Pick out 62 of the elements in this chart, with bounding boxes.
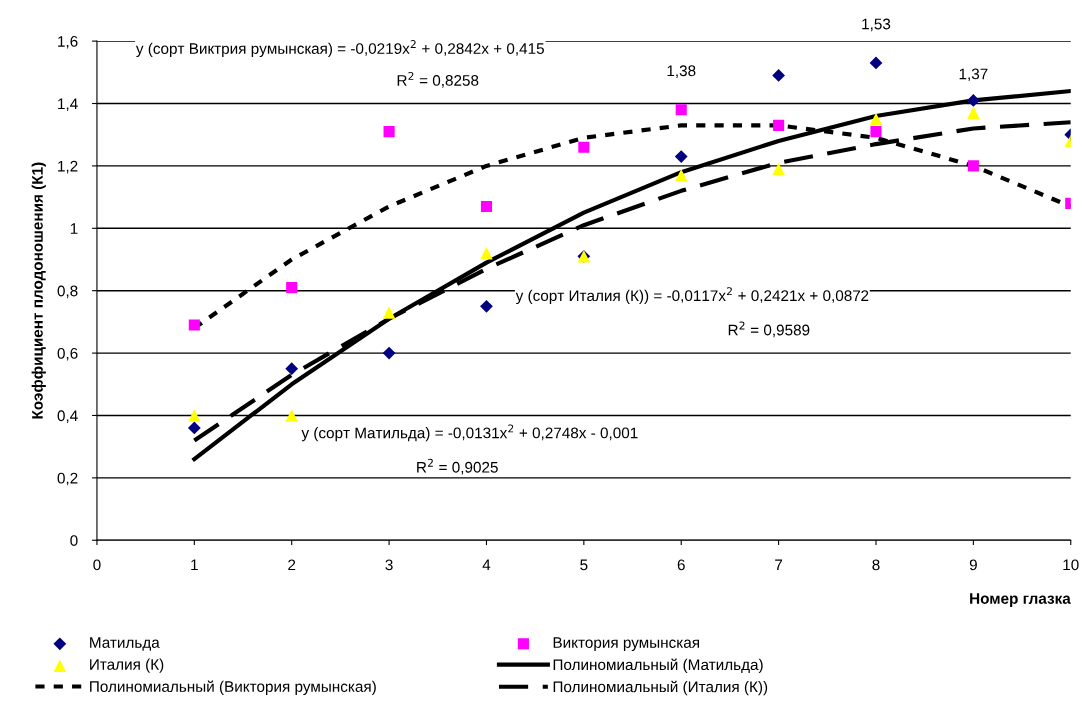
point [480,247,493,260]
y-tick-label: 0,8 [57,285,78,299]
x-axis-title: Номер глазка [970,593,1071,607]
data-label: 1,38 [667,65,696,78]
point [869,56,883,70]
point [772,69,785,82]
x-tick-label: 3 [385,559,393,571]
point [773,119,785,131]
annotation: R$^{2}$ = 0,9589 [728,321,810,338]
point [578,141,590,153]
x-tick-label: 2 [288,559,296,571]
legend-label: Италия (К) [90,658,164,673]
point [188,409,201,422]
y-tick-label: 1,6 [58,35,78,49]
annotation: y (сорт Виктрия румынская) = -0,0219x$^{2}$ + 0,2842x + 0,415 [135,40,544,58]
point [382,346,396,360]
x-tick-label: 6 [677,559,685,571]
point [674,150,688,163]
point [675,104,687,116]
point [480,200,493,213]
y-tick-label: 0 [70,535,78,546]
legend-label: Матильда [90,637,160,651]
point [187,421,201,435]
point [286,282,298,294]
x-tick-label: 5 [580,559,588,571]
point [869,112,883,126]
y-tick-label: 0,6 [57,347,78,361]
point [188,319,200,331]
legend-label: Полиномиальный (Матильда) [553,658,763,674]
point [966,94,980,107]
x-tick-label: 7 [775,559,783,571]
point [382,306,396,319]
point [383,126,395,138]
y-tick-label: 1 [70,223,78,234]
legend-label: Виктория румынская [553,637,699,651]
point [870,126,882,138]
x-tick-label: 0 [93,559,101,571]
x-tick-label: 4 [482,559,491,571]
annotation: R$^{2}$ = 0,8258 [397,71,479,88]
point [480,299,493,313]
legend-label: Полиномиальный (Италия (К)) [553,680,768,696]
y-tick-label: 0,4 [57,410,78,423]
data-label: 1,37 [959,68,988,82]
y-tick-label: 1,2 [58,160,78,174]
annotation: y (сорт Матильда) = -0,0131x$^{2}$ + 0,2748x - 0,001 [301,424,638,442]
point [285,409,298,422]
annotation: R$^{2}$ = 0,9025 [417,458,498,475]
point [285,362,299,376]
point [674,169,688,182]
y-tick-label: 0,2 [57,472,78,486]
point [967,160,979,172]
point [967,106,980,120]
data-label: 1,53 [862,18,891,32]
x-tick-label: 8 [872,559,880,571]
y-axis-title: Коэффициент плодоношения (К1) [31,162,46,419]
x-tick-label: 9 [969,559,977,571]
point [772,162,785,176]
y-tick-label: 1,4 [58,98,78,111]
legend-label: Полиномиальный (Виктория румынская) [90,680,376,695]
x-tick-label: 10 [1063,559,1079,571]
x-tick-label: 1 [191,559,198,571]
annotation: y (сорт Италия (К)) = -0,0117x$^{2}$ + 0,2421x + 0,0872 [515,287,869,305]
